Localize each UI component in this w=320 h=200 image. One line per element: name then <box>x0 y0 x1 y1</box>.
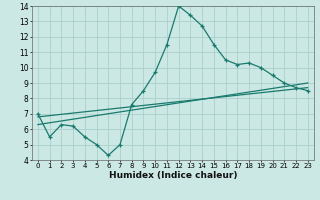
X-axis label: Humidex (Indice chaleur): Humidex (Indice chaleur) <box>108 171 237 180</box>
